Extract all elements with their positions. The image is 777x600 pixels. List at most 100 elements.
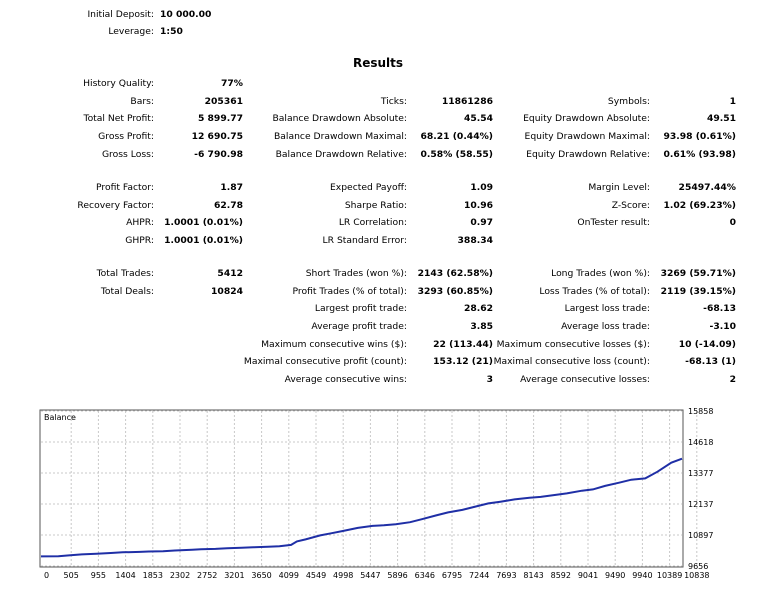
stat-c2-6-value: 0.97 xyxy=(470,217,493,228)
x-tick-label: 4099 xyxy=(279,571,299,580)
x-tick-label: 7693 xyxy=(496,571,516,580)
x-tick-label: 3650 xyxy=(251,571,271,580)
stat-c3-1-value: 49.51 xyxy=(706,113,736,124)
stat-c1-6-value: 62.78 xyxy=(213,200,243,211)
stat-c3-7-label: Long Trades (won %): xyxy=(551,268,650,279)
stat-c2-5-label: Sharpe Ratio: xyxy=(344,200,407,211)
y-axis-ticks: 15858 14618 13377 12137 10897 9656 xyxy=(688,407,713,571)
stat-c3-13-value: 2 xyxy=(729,374,736,385)
stat-c3-12-label: Maximal consecutive loss (count): xyxy=(493,356,650,367)
x-tick-label: 8143 xyxy=(523,571,543,580)
stat-c2-10-label: Largest profit trade: xyxy=(314,303,407,314)
stat-c2-8-label: Short Trades (won %): xyxy=(305,268,407,279)
y-tick-label: 12137 xyxy=(688,500,713,509)
stat-c3-11-value: 10 (-14.09) xyxy=(678,339,736,350)
stat-c2-11-label: Average profit trade: xyxy=(311,321,407,332)
stat-c1-2-value: 5 899.77 xyxy=(197,113,243,124)
stat-c2-0-label: Ticks: xyxy=(380,96,407,107)
x-tick-label: 2302 xyxy=(170,571,190,580)
stat-c3-5-label: Z-Score: xyxy=(611,200,650,211)
stat-c3-3-label: Equity Drawdown Relative: xyxy=(526,149,650,160)
stat-c2-3-value: 0.58% (58.55) xyxy=(420,149,493,160)
stat-c1-6-label: Recovery Factor: xyxy=(77,200,154,211)
results-title: Results xyxy=(352,56,404,70)
stat-c2-0-value: 11861286 xyxy=(441,96,493,107)
stat-c3-10-value: -3.10 xyxy=(709,321,736,332)
stat-c1-3-value: 12 690.75 xyxy=(191,131,243,142)
stat-c2-2-value: 68.21 (0.44%) xyxy=(420,131,493,142)
x-tick-label: 1853 xyxy=(143,571,163,580)
stat-c2-7-label: LR Standard Error: xyxy=(322,235,407,246)
x-tick-label: 3201 xyxy=(224,571,244,580)
stat-c2-8-value: 2143 (62.58%) xyxy=(417,268,493,279)
setting-value: 1:50 xyxy=(160,26,183,37)
stat-c1-4-label: Gross Loss: xyxy=(101,149,154,160)
stat-c2-14-label: Average consecutive wins: xyxy=(284,374,407,385)
stat-c2-10-value: 28.62 xyxy=(463,303,493,314)
x-tick-label: 505 xyxy=(64,571,79,580)
x-tick-label: 2752 xyxy=(197,571,217,580)
stat-c1-0-label: History Quality: xyxy=(83,78,154,89)
stat-c2-9-label: Profit Trades (% of total): xyxy=(292,286,407,297)
x-tick-label: 10389 xyxy=(657,571,682,580)
stat-c3-6-value: 0 xyxy=(729,217,736,228)
x-tick-label: 0 xyxy=(44,571,49,580)
y-tick-label: 14618 xyxy=(688,438,713,447)
stat-c1-7-label: AHPR: xyxy=(126,217,154,228)
x-tick-label: 6795 xyxy=(442,571,462,580)
stat-c2-2-label: Balance Drawdown Maximal: xyxy=(273,131,407,142)
stat-c3-9-value: -68.13 xyxy=(703,303,736,314)
stat-c1-5-value: 1.87 xyxy=(220,182,243,193)
balance-series-line xyxy=(40,457,683,558)
x-tick-label: 4998 xyxy=(333,571,353,580)
chart-title: Balance xyxy=(44,413,76,422)
stat-c3-2-label: Equity Drawdown Maximal: xyxy=(524,131,650,142)
stat-c1-7-value: 1.0001 (0.01%) xyxy=(164,217,243,228)
balance-chart: 0 505 955 1404 1853 2302 2752 3201 3650 4099 4549 4… xyxy=(39,407,713,580)
x-tick-label: 10838 xyxy=(684,571,709,580)
stat-c2-3-label: Balance Drawdown Relative: xyxy=(275,149,407,160)
stat-c2-1-value: 45.54 xyxy=(463,113,493,124)
stat-c2-14-value: 3 xyxy=(486,374,493,385)
stat-c3-10-label: Average loss trade: xyxy=(561,321,650,332)
stat-c2-13-label: Maximal consecutive profit (count): xyxy=(243,356,407,367)
stat-c3-11-label: Maximum consecutive losses ($): xyxy=(496,339,650,350)
stat-c2-11-value: 3.85 xyxy=(470,321,493,332)
stat-c2-4-label: Expected Payoff: xyxy=(329,182,407,193)
stat-c3-13-label: Average consecutive losses: xyxy=(520,374,650,385)
stat-c1-4-value: -6 790.98 xyxy=(194,149,243,160)
stat-c1-10-value: 10824 xyxy=(211,286,243,297)
stat-c2-4-value: 1.09 xyxy=(470,182,493,193)
x-tick-label: 7244 xyxy=(469,571,489,580)
stat-c3-1-label: Equity Drawdown Absolute: xyxy=(523,113,650,124)
stat-c2-7-value: 388.34 xyxy=(457,235,493,246)
stat-c1-1-value: 205361 xyxy=(204,96,243,107)
setting-label: Leverage: xyxy=(108,26,154,37)
x-tick-label: 6346 xyxy=(415,571,435,580)
stat-c2-12-label: Maximum consecutive wins ($): xyxy=(261,339,407,350)
stat-c3-8-value: 2119 (39.15%) xyxy=(660,286,736,297)
setting-label: Initial Deposit: xyxy=(87,9,154,20)
stat-c3-9-label: Largest loss trade: xyxy=(564,303,650,314)
stat-c1-9-value: 5412 xyxy=(217,268,243,279)
stat-c3-8-label: Loss Trades (% of total): xyxy=(539,286,650,297)
stat-c1-5-label: Profit Factor: xyxy=(96,182,154,193)
x-tick-label: 9940 xyxy=(632,571,652,580)
x-tick-label: 4549 xyxy=(306,571,326,580)
stat-c3-4-label: Margin Level: xyxy=(588,182,650,193)
stat-c1-3-label: Gross Profit: xyxy=(98,131,154,142)
stat-c1-1-label: Bars: xyxy=(130,96,154,107)
stat-c3-6-label: OnTester result: xyxy=(577,217,650,228)
stat-c2-9-value: 3293 (60.85%) xyxy=(417,286,493,297)
stat-c1-0-value: 77% xyxy=(221,78,243,89)
x-tick-label: 5896 xyxy=(387,571,407,580)
stat-c2-1-label: Balance Drawdown Absolute: xyxy=(272,113,407,124)
x-tick-label: 8592 xyxy=(551,571,571,580)
stat-c1-10-label: Total Deals: xyxy=(100,286,154,297)
stat-c2-12-value: 22 (113.44) xyxy=(433,339,493,350)
stat-c1-9-label: Total Trades: xyxy=(96,268,154,279)
x-tick-label: 9041 xyxy=(578,571,598,580)
x-tick-label: 5447 xyxy=(360,571,380,580)
stat-c3-5-value: 1.02 (69.23%) xyxy=(663,200,736,211)
stat-c3-4-value: 25497.44% xyxy=(678,182,736,193)
